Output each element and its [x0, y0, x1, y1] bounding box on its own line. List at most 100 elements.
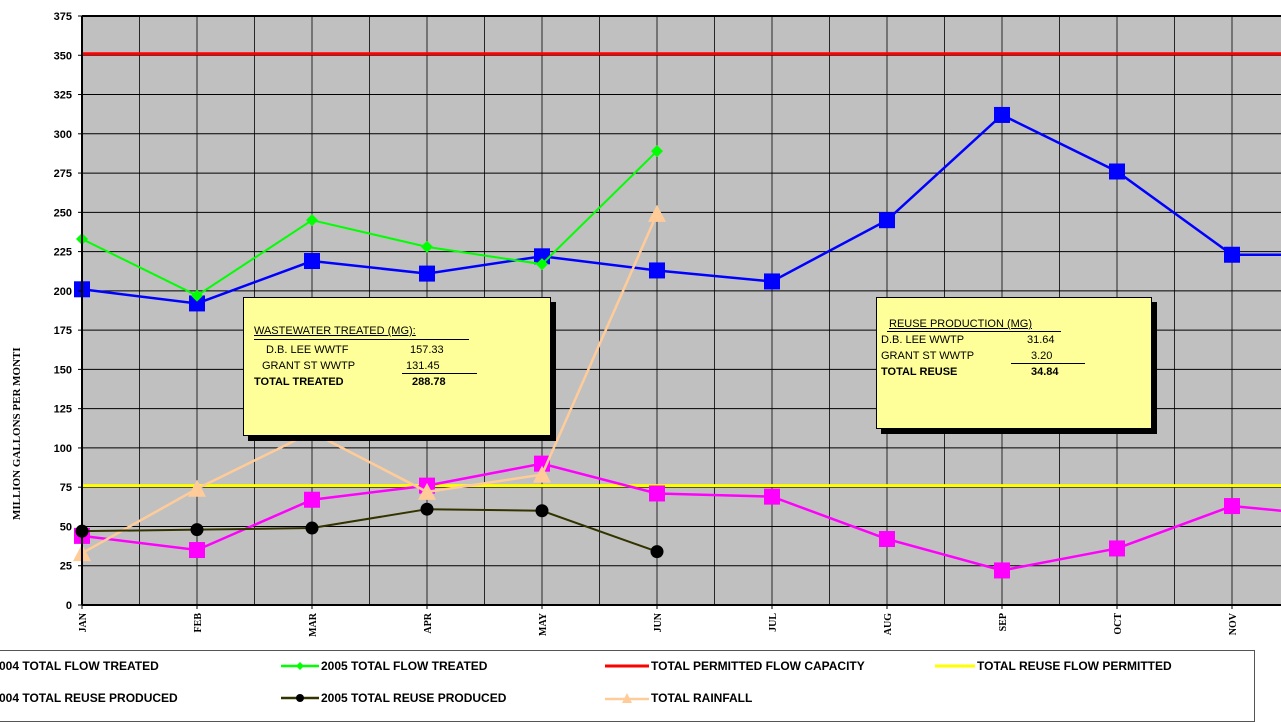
series-line [81, 213, 659, 555]
legend-item: 2005 TOTAL REUSE PRODUCED [281, 690, 506, 706]
data-point [189, 542, 205, 559]
legend: 004 TOTAL FLOW TREATED 2005 TOTAL FLOW T… [0, 650, 1255, 722]
y-tick-label: 100 [54, 443, 72, 455]
y-tick-label: 0 [66, 600, 72, 612]
data-point [649, 262, 665, 279]
data-point [304, 491, 320, 508]
legend-item: TOTAL PERMITTED FLOW CAPACITY [605, 658, 865, 674]
x-tick-label: NOV [1228, 612, 1239, 635]
series-line [81, 462, 1281, 572]
data-point [994, 106, 1010, 123]
x-tick-label: MAY [538, 612, 549, 636]
y-tick-label: 75 [60, 482, 72, 494]
y-tick-label: 325 [54, 90, 72, 102]
y-tick-label: 375 [54, 11, 72, 23]
data-point [879, 531, 895, 548]
wastewater-treated-box: WASTEWATER TREATED (MG): D.B. LEE WWTF 1… [243, 297, 551, 436]
data-point [879, 212, 895, 229]
legend-label: 2005 TOTAL REUSE PRODUCED [321, 691, 507, 705]
legend-item: TOTAL RAINFALL [605, 690, 752, 706]
legend-label: 004 TOTAL FLOW TREATED [0, 659, 159, 673]
data-point [421, 240, 433, 253]
reuse-box-title: REUSE PRODUCTION (MG) [889, 318, 1032, 330]
y-tick-label: 350 [54, 50, 72, 62]
legend-label: TOTAL RAINFALL [651, 691, 753, 705]
legend-item: 004 TOTAL FLOW TREATED [0, 658, 159, 674]
data-point [994, 562, 1010, 579]
wastewater-row-label: D.B. LEE WWTF [266, 344, 349, 356]
reuse-row-label: D.B. LEE WWTP [881, 334, 965, 346]
data-point [764, 273, 780, 290]
data-point [305, 521, 319, 535]
legend-label: TOTAL PERMITTED FLOW CAPACITY [651, 659, 865, 673]
series-2004-total-flow-treated [74, 106, 1281, 312]
legend-item: TOTAL REUSE FLOW PERMITTED [935, 658, 1172, 674]
data-point [533, 465, 551, 483]
x-tick-label: JUN [653, 612, 664, 632]
legend-swatch [605, 664, 649, 668]
y-tick-label: 300 [54, 129, 72, 141]
data-point [764, 488, 780, 505]
reuse-row-value: 3.20 [1031, 350, 1053, 362]
data-point [649, 485, 665, 502]
legend-swatch [281, 694, 319, 702]
y-tick-label: 25 [60, 561, 72, 573]
x-tick-label: SEP [998, 613, 1009, 631]
data-point [419, 265, 435, 282]
data-point [1224, 498, 1240, 515]
y-tick-label: 150 [54, 364, 72, 376]
y-tick-label: 275 [54, 168, 72, 180]
reuse-total-label: TOTAL REUSE [881, 366, 958, 378]
reuse-row-label: GRANT ST WWTP [881, 350, 975, 362]
wastewater-total-value: 288.78 [412, 376, 446, 388]
x-tick-label: APR [423, 612, 434, 633]
data-point [535, 504, 549, 518]
data-point [536, 258, 548, 271]
data-point [1109, 163, 1125, 180]
y-tick-label: 125 [54, 404, 72, 416]
y-tick-label: 200 [54, 286, 72, 298]
series-2004-total-reuse-produced [74, 455, 1281, 579]
y-tick-label: 50 [60, 521, 72, 533]
data-point [191, 289, 203, 302]
wastewater-row-value: 157.33 [410, 344, 444, 356]
data-point [1109, 540, 1125, 557]
legend-label: 004 TOTAL REUSE PRODUCED [0, 691, 178, 705]
wastewater-value-underline [402, 373, 477, 374]
reuse-title-underline [887, 331, 1061, 332]
x-tick-label: FEB [193, 613, 204, 633]
y-tick-label: 250 [54, 207, 72, 219]
series-line [81, 113, 1281, 305]
series-line [81, 508, 658, 553]
legend-label: TOTAL REUSE FLOW PERMITTED [977, 659, 1172, 673]
axes: 0 25 50 75 100 125 150 175 200 225 250 275 300 325 350… [54, 11, 1281, 637]
data-point [648, 204, 666, 222]
legend-item: 004 TOTAL REUSE PRODUCED [0, 690, 178, 706]
data-point [188, 479, 206, 497]
wastewater-box-title: WASTEWATER TREATED (MG): [254, 325, 416, 337]
reuse-value-underline [1011, 363, 1085, 364]
data-point [1224, 246, 1240, 263]
reuse-total-value: 34.84 [1031, 366, 1059, 378]
wastewater-row-label: GRANT ST WWTP [262, 360, 356, 372]
x-tick-label: JAN [78, 612, 89, 632]
series-2005-total-reuse-produced [75, 502, 664, 559]
legend-swatch [281, 662, 319, 670]
data-point [650, 545, 664, 559]
data-point [418, 482, 436, 500]
legend-item: 2005 TOTAL FLOW TREATED [281, 658, 487, 674]
data-point [420, 502, 434, 516]
wastewater-title-underline [254, 339, 469, 340]
series-2005-total-flow-treated [76, 145, 663, 302]
legend-swatch [605, 693, 649, 703]
data-point [651, 145, 663, 158]
y-axis-label: MILLION GALLONS PER MONTI [11, 347, 23, 520]
x-tick-label: MAR [308, 612, 319, 637]
data-point [304, 253, 320, 270]
x-tick-label: OCT [1113, 613, 1124, 635]
reuse-production-box: REUSE PRODUCTION (MG) D.B. LEE WWTP 31.6… [876, 297, 1152, 429]
legend-swatch [935, 664, 975, 668]
x-tick-label: JUL [768, 613, 779, 632]
legend-label: 2005 TOTAL FLOW TREATED [321, 659, 488, 673]
y-tick-label: 175 [54, 325, 72, 337]
